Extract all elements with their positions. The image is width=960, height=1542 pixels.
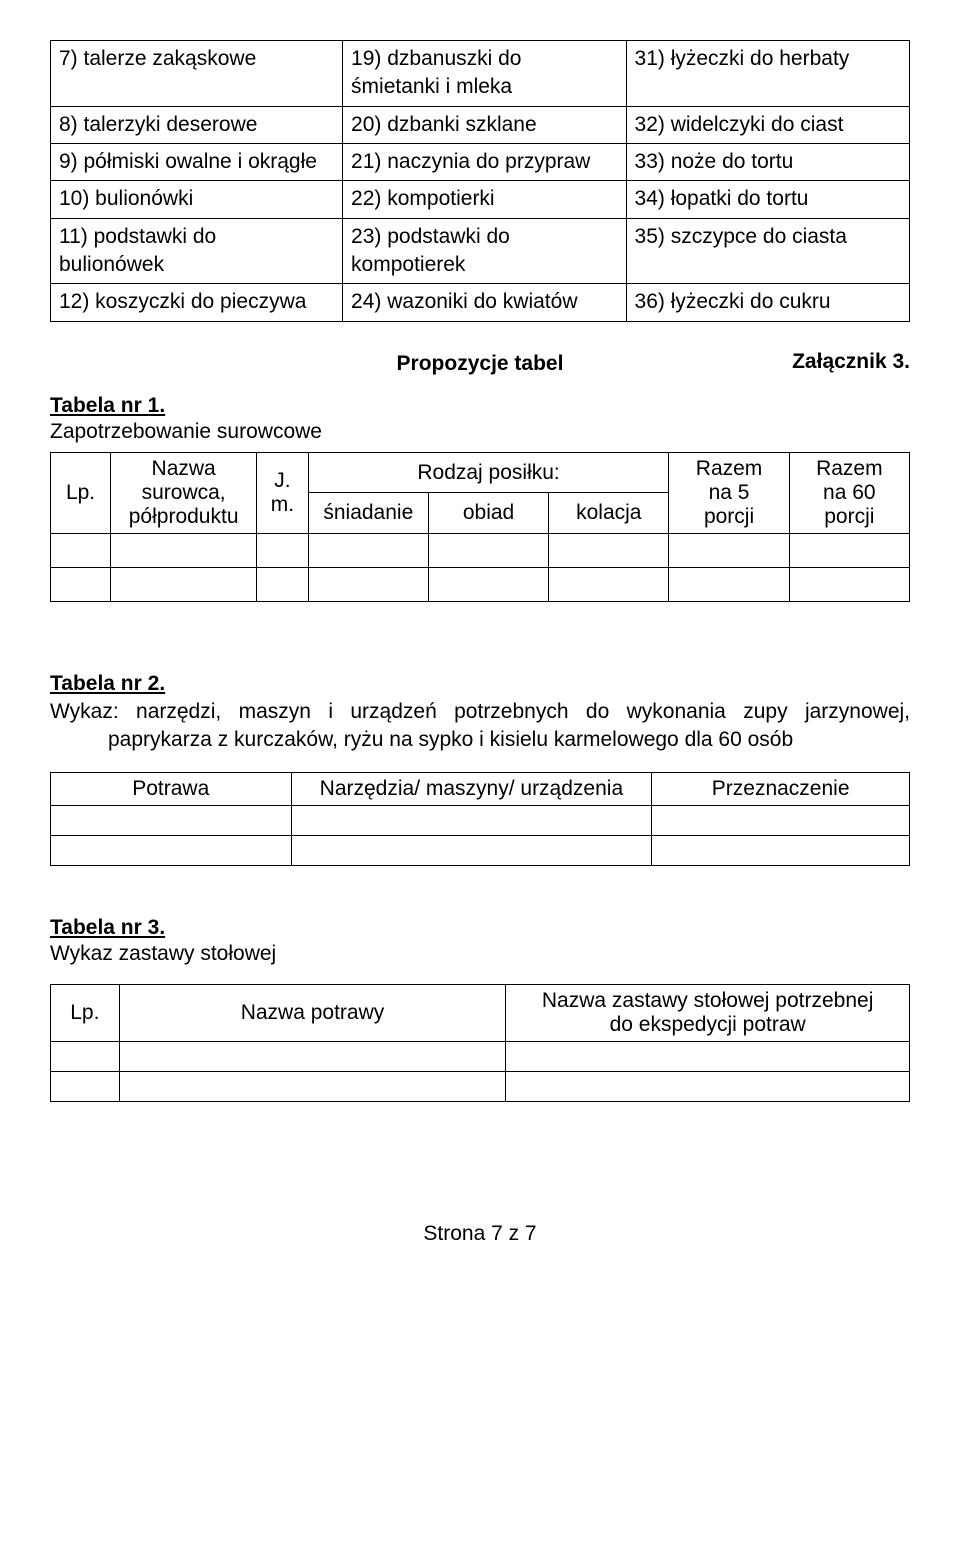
tabela3: Lp. Nazwa potrawy Nazwa zastawy stołowej… xyxy=(50,984,910,1102)
cell: 11) podstawki dobulionówek xyxy=(51,218,343,284)
cell: 34) łopatki do tortu xyxy=(626,181,909,218)
cell: 33) noże do tortu xyxy=(626,144,909,181)
cell: 9) półmiski owalne i okrągłe xyxy=(51,144,343,181)
cell: 21) naczynia do przypraw xyxy=(343,144,626,181)
th-rodzaj: Rodzaj posiłku: xyxy=(308,452,669,493)
cell: 20) dzbanki szklane xyxy=(343,106,626,143)
cell: 19) dzbanuszki do śmietanki i mleka xyxy=(343,41,626,107)
cell: 24) wazoniki do kwiatów xyxy=(343,284,626,321)
tabela1: Lp. Nazwasurowca,półproduktu J.m. Rodzaj… xyxy=(50,452,910,602)
cell: 10) bulionówki xyxy=(51,181,343,218)
th-nazwa-zastawy: Nazwa zastawy stołowej potrzebnejdo eksp… xyxy=(506,985,910,1042)
th-narzedzia: Narzędzia/ maszyny/ urządzenia xyxy=(291,773,652,806)
main-numbered-table: 7) talerze zakąskowe19) dzbanuszki do śm… xyxy=(50,40,910,322)
tabela2: Potrawa Narzędzia/ maszyny/ urządzenia P… xyxy=(50,772,910,866)
cell: 35) szczypce do ciasta xyxy=(626,218,909,284)
tabela1-heading: Tabela nr 1. xyxy=(50,394,910,418)
th-jm: J.m. xyxy=(257,452,309,533)
th-potrawa: Potrawa xyxy=(51,773,292,806)
th-lp: Lp. xyxy=(51,452,111,533)
page-footer: Strona 7 z 7 xyxy=(50,1222,910,1246)
cell: 12) koszyczki do pieczywa xyxy=(51,284,343,321)
th-razem5: Razemna 5porcji xyxy=(669,452,789,533)
th-nazwa: Nazwasurowca,półproduktu xyxy=(111,452,257,533)
th-nazwa-potrawy: Nazwa potrawy xyxy=(119,985,506,1042)
th-przeznaczenie: Przeznaczenie xyxy=(652,773,910,806)
cell: 23) podstawki do kompotierek xyxy=(343,218,626,284)
th-kolacja: kolacja xyxy=(549,493,669,534)
cell: 32) widelczyki do ciast xyxy=(626,106,909,143)
cell: 22) kompotierki xyxy=(343,181,626,218)
tabela3-heading: Tabela nr 3. xyxy=(50,916,910,940)
th-razem60: Razemna 60porcji xyxy=(789,452,909,533)
tabela1-sub: Zapotrzebowanie surowcowe xyxy=(50,420,910,444)
th-sniadanie: śniadanie xyxy=(308,493,428,534)
cell: 7) talerze zakąskowe xyxy=(51,41,343,107)
tabela3-sub: Wykaz zastawy stołowej xyxy=(50,942,910,966)
cell: 8) talerzyki deserowe xyxy=(51,106,343,143)
proposal-title: Propozycje tabel xyxy=(50,352,910,376)
cell: 36) łyżeczki do cukru xyxy=(626,284,909,321)
th-obiad: obiad xyxy=(428,493,548,534)
cell: 31) łyżeczki do herbaty xyxy=(626,41,909,107)
tabela2-heading: Tabela nr 2. xyxy=(50,672,910,696)
th-lp: Lp. xyxy=(51,985,120,1042)
tabela2-desc: Wykaz: narzędzi, maszyn i urządzeń potrz… xyxy=(50,698,910,755)
